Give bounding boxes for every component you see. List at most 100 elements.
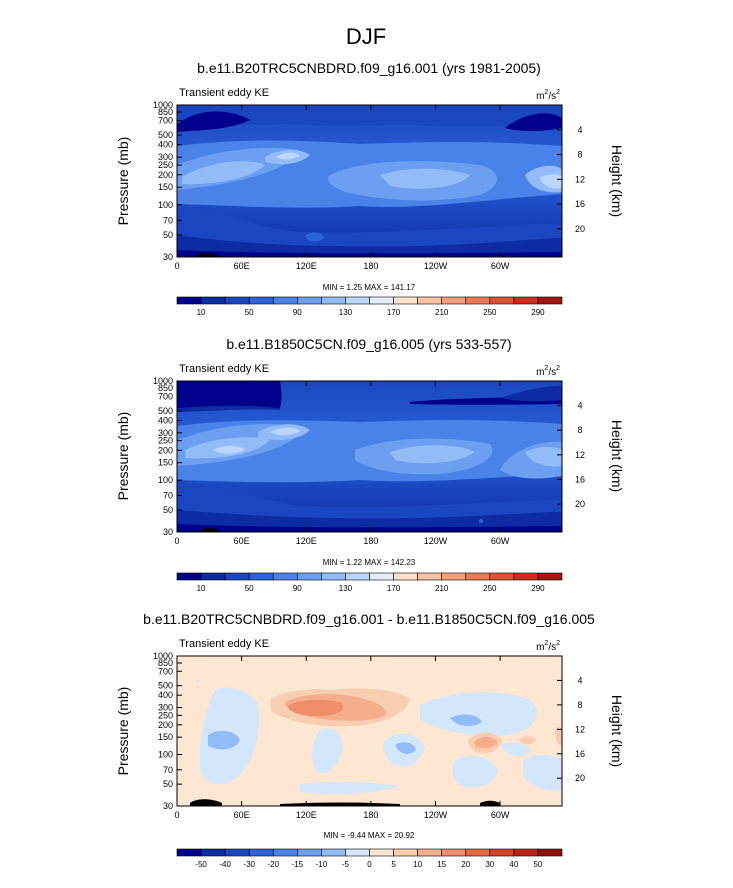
colorbar-label: 10 xyxy=(197,584,206,593)
colorbar-label: 130 xyxy=(339,584,353,593)
colorbar-box xyxy=(369,848,394,857)
y2tick-label: 12 xyxy=(575,450,585,460)
y2tick-label: 8 xyxy=(577,425,582,435)
xtick-label: 60W xyxy=(491,536,510,546)
panel-1-stats: MIN = 1.25 MAX = 141.17 xyxy=(323,283,416,292)
y2tick-label: 4 xyxy=(577,125,582,135)
colorbar-box xyxy=(537,848,563,857)
panel-2-colorbar: 10 50 90 130 170 210 250 290 xyxy=(176,572,563,593)
xtick-label: 120E xyxy=(296,810,317,820)
panel-2-contours xyxy=(177,381,562,532)
xtick-label: 60W xyxy=(491,810,510,820)
y2tick-label: 16 xyxy=(575,749,585,759)
colorbar-box xyxy=(321,848,346,857)
y2tick-label: 20 xyxy=(575,224,585,234)
ytick-label: 100 xyxy=(158,475,173,485)
colorbar-label: 170 xyxy=(387,584,401,593)
ytick-label: 300 xyxy=(158,703,173,713)
y2tick-label: 20 xyxy=(575,773,585,783)
ytick-label: 50 xyxy=(163,779,173,789)
colorbar-box xyxy=(345,848,370,857)
ytick-label: 700 xyxy=(158,666,173,676)
ytick-label: 850 xyxy=(158,107,173,117)
panel-3-stats: MIN = -9.44 MAX = 20.92 xyxy=(324,831,415,840)
panel-3-contours xyxy=(177,656,562,806)
colorbar-box xyxy=(224,848,250,857)
ytick-label: 50 xyxy=(163,230,173,240)
colorbar-label: -10 xyxy=(316,860,328,869)
colorbar-box xyxy=(200,572,226,581)
ytick-label: 300 xyxy=(158,152,173,162)
xtick-label: 60W xyxy=(491,261,510,271)
panel-1-title: b.e11.B20TRC5CNBDRD.f09_g16.001 (yrs 198… xyxy=(197,60,541,76)
colorbar-box xyxy=(513,296,539,305)
colorbar-label: 210 xyxy=(435,584,449,593)
xtick-label: 60E xyxy=(234,810,250,820)
xtick-label: 180 xyxy=(363,261,378,271)
colorbar-box xyxy=(248,296,274,305)
ytick-label: 100 xyxy=(158,200,173,210)
ytick-label: 70 xyxy=(163,765,173,775)
y2tick-label: 4 xyxy=(577,675,582,685)
ytick-label: 400 xyxy=(158,140,173,150)
xtick-label: 180 xyxy=(363,810,378,820)
colorbar-box xyxy=(513,572,539,581)
colorbar-label: 210 xyxy=(435,308,449,317)
colorbar-box xyxy=(489,572,515,581)
ytick-label: 700 xyxy=(158,391,173,401)
colorbar-label: 40 xyxy=(509,860,518,869)
colorbar-box xyxy=(441,296,467,305)
ytick-label: 850 xyxy=(158,658,173,668)
colorbar-label: 10 xyxy=(413,860,422,869)
colorbar-box xyxy=(272,848,298,857)
colorbar-box xyxy=(224,296,250,305)
colorbar-label: -20 xyxy=(267,860,279,869)
panel-2-y2label: Height (km) xyxy=(609,420,625,492)
colorbar-label: 90 xyxy=(293,584,302,593)
y2tick-label: 4 xyxy=(577,401,582,411)
colorbar-box xyxy=(224,572,250,581)
ytick-label: 400 xyxy=(158,690,173,700)
ytick-label: 30 xyxy=(163,801,173,811)
xtick-label: 120W xyxy=(424,810,448,820)
ytick-label: 30 xyxy=(163,252,173,262)
ytick-label: 500 xyxy=(158,681,173,691)
ytick-label: 200 xyxy=(158,170,173,180)
colorbar-label: -50 xyxy=(195,860,207,869)
panel-3-frame xyxy=(176,655,563,807)
panel-2-ylabel: Pressure (mb) xyxy=(115,412,131,501)
colorbar-box xyxy=(297,296,322,305)
panel-1-colorbar: 10 50 90 130 170 210 250 290 xyxy=(176,296,563,317)
colorbar-label: 20 xyxy=(461,860,470,869)
figure-title: DJF xyxy=(346,24,386,49)
colorbar-box xyxy=(417,572,442,581)
colorbar-box xyxy=(321,296,346,305)
xtick-label: 0 xyxy=(174,810,179,820)
panel-1-left-string: Transient eddy KE xyxy=(179,87,269,99)
ytick-label: 250 xyxy=(158,710,173,720)
ytick-label: 1000 xyxy=(153,651,173,661)
ytick-label: 150 xyxy=(158,732,173,742)
colorbar-box xyxy=(441,848,467,857)
panel-2: b.e11.B1850C5CN.f09_g16.005 (yrs 533-557… xyxy=(115,336,625,593)
colorbar-box xyxy=(200,848,226,857)
colorbar-label: -15 xyxy=(292,860,304,869)
colorbar-box xyxy=(417,848,442,857)
y2tick-label: 20 xyxy=(575,499,585,509)
colorbar-label: -40 xyxy=(219,860,231,869)
panel-3-left-string: Transient eddy KE xyxy=(179,638,269,650)
ytick-label: 200 xyxy=(158,720,173,730)
colorbar-box xyxy=(297,572,322,581)
y2tick-label: 12 xyxy=(575,174,585,184)
xtick-label: 180 xyxy=(363,536,378,546)
colorbar-label: 250 xyxy=(483,584,497,593)
colorbar-box xyxy=(489,848,515,857)
colorbar-label: 0 xyxy=(367,860,372,869)
colorbar-box xyxy=(465,848,491,857)
colorbar-label: 30 xyxy=(485,860,494,869)
ytick-label: 150 xyxy=(158,182,173,192)
xtick-label: 60E xyxy=(234,536,250,546)
xtick-label: 60E xyxy=(234,261,250,271)
